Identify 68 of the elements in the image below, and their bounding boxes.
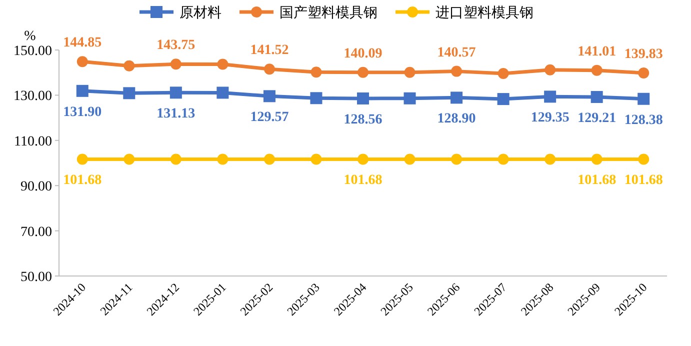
data-label: 144.85 [63, 36, 102, 51]
point [544, 154, 556, 165]
point [497, 93, 510, 106]
legend-label: 国产塑料模具钢 [280, 5, 378, 21]
data-label: 128.90 [437, 112, 476, 127]
point [123, 87, 136, 100]
point [358, 154, 368, 165]
point [310, 66, 322, 78]
point [76, 154, 88, 165]
point [170, 154, 182, 165]
point [451, 66, 462, 77]
data-label: 140.57 [437, 45, 476, 60]
data-label: 131.13 [156, 106, 196, 122]
y-tick-label: 50.00 [20, 270, 52, 285]
point [591, 64, 602, 76]
point [310, 154, 322, 165]
point [358, 66, 368, 78]
data-label: 129.35 [530, 110, 570, 126]
point [638, 67, 650, 78]
point [264, 64, 275, 75]
point [76, 84, 88, 97]
data-label: 129.21 [578, 110, 616, 126]
data-label: 101.68 [624, 173, 663, 188]
y-tick-label: 110.00 [14, 134, 52, 150]
point [591, 154, 602, 165]
point [217, 58, 228, 70]
y-tick-label: 90.00 [20, 180, 52, 195]
y-tick-label: 70.00 [20, 224, 52, 240]
point [590, 90, 603, 103]
data-label: 128.56 [344, 112, 382, 128]
point [498, 68, 509, 80]
point [264, 154, 275, 165]
data-label: 143.75 [156, 38, 196, 54]
point [263, 90, 276, 102]
y-axis-title: % [24, 29, 36, 44]
legend-label: 进口塑料模具钢 [436, 5, 534, 21]
point [404, 154, 416, 165]
point [638, 92, 650, 105]
point [170, 58, 182, 70]
data-label: 101.68 [344, 173, 382, 188]
point [310, 92, 322, 104]
point [124, 154, 135, 165]
point [544, 90, 556, 103]
data-label: 141.01 [578, 44, 616, 60]
y-tick-label: 130.00 [14, 89, 52, 104]
data-label: 101.68 [578, 173, 616, 188]
point [498, 154, 509, 165]
point [404, 66, 416, 78]
point [170, 86, 182, 99]
point [404, 92, 416, 104]
point [217, 154, 228, 165]
point [124, 60, 135, 72]
data-label: 131.90 [63, 104, 102, 120]
point [76, 56, 88, 68]
legend-label: 原材料 [180, 5, 222, 21]
data-label: 128.38 [624, 112, 663, 128]
point [544, 64, 556, 76]
data-label: 129.57 [250, 110, 289, 126]
data-label: 140.09 [344, 46, 382, 62]
point [451, 154, 462, 165]
data-label: 141.52 [250, 43, 289, 58]
y-tick-label: 150.00 [14, 44, 52, 59]
point [216, 86, 229, 99]
point [638, 154, 650, 165]
point [450, 92, 463, 104]
data-label: 139.83 [624, 46, 663, 62]
point [357, 92, 369, 104]
data-label: 101.68 [63, 173, 102, 188]
